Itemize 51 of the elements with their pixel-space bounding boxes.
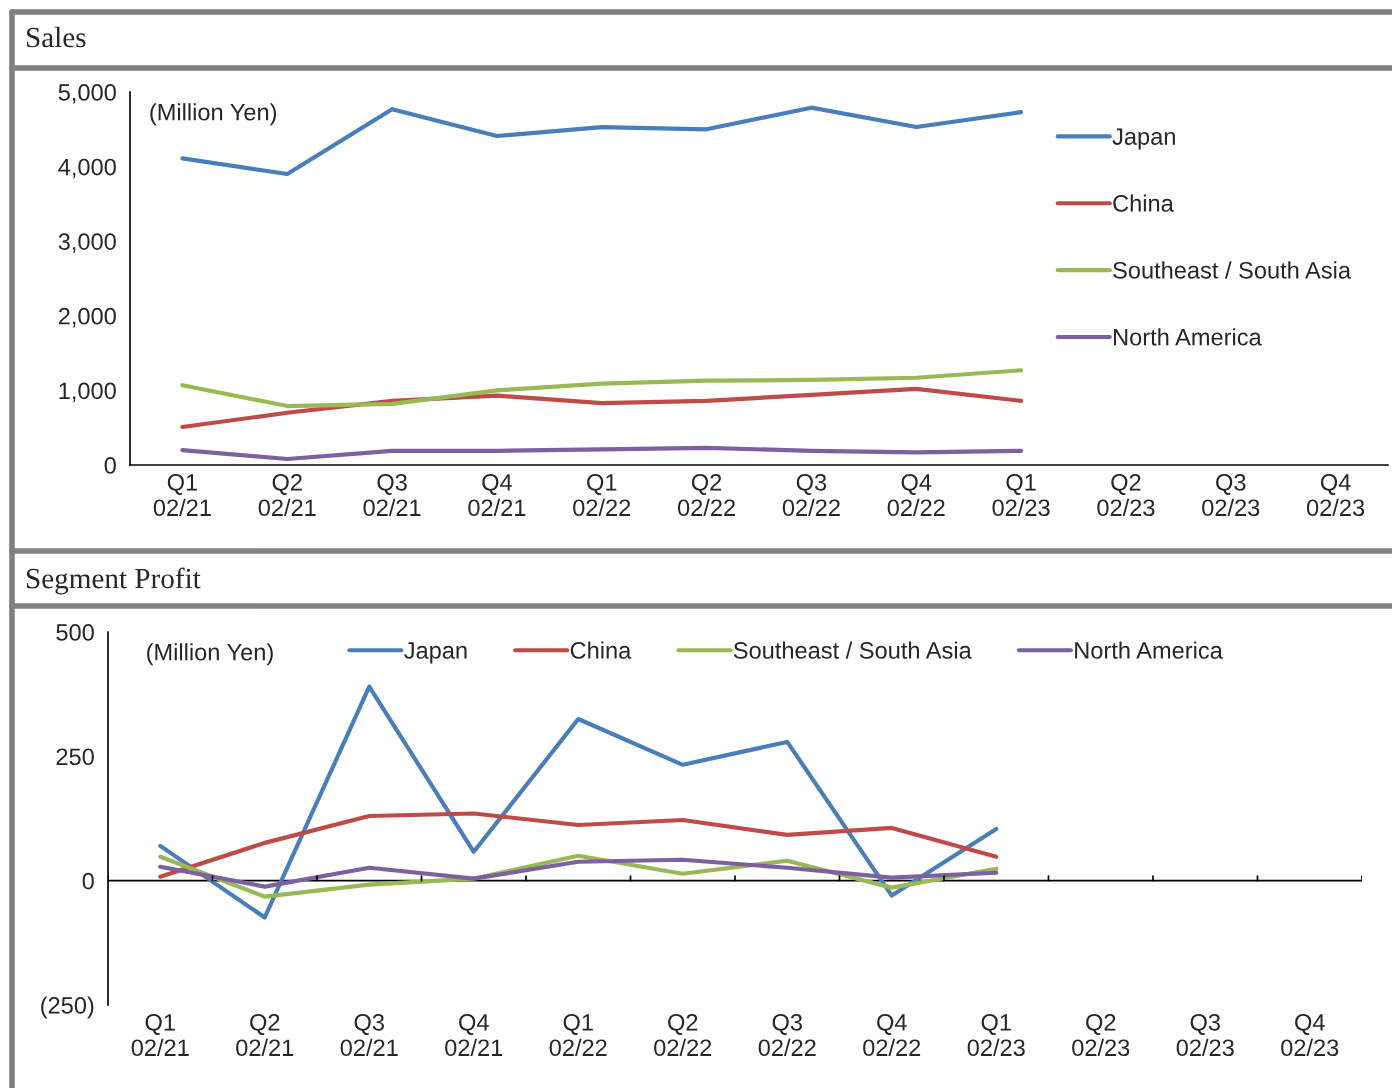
x-tick-label: Q3 02/21 xyxy=(340,1013,398,1057)
x-tick-label: Q1 02/22 xyxy=(549,1013,607,1057)
annotation: (Million Yen) xyxy=(147,643,273,666)
x-tick-label: Q2 02/21 xyxy=(258,473,316,517)
line-series xyxy=(158,857,999,889)
x-tick-label: Q3 02/23 xyxy=(1176,1013,1234,1057)
y-tick-label: 1,000 xyxy=(59,382,116,402)
legend-label: Southeast / South Asia xyxy=(1113,261,1351,279)
y-tick-label: 2,000 xyxy=(58,307,116,328)
y-tick-label: (250) xyxy=(41,996,94,1019)
legend-label: Japan xyxy=(1112,128,1175,150)
x-tick-label: Q1 02/23 xyxy=(967,1013,1025,1057)
y-tick-label: 0 xyxy=(104,457,116,474)
y-tick-label: 5,000 xyxy=(58,84,116,104)
legend-label: China xyxy=(1113,194,1174,212)
y-tick-label: 0 xyxy=(82,872,94,890)
line-series xyxy=(180,368,1024,409)
x-tick-label: Q4 02/21 xyxy=(468,473,526,517)
x-tick-label: Q4 02/21 xyxy=(445,1013,503,1057)
x-tick-label: Q2 02/22 xyxy=(654,1013,712,1057)
x-tick-label: Q4 02/23 xyxy=(1281,1013,1339,1057)
x-tick-label: Q4 02/22 xyxy=(887,473,945,517)
x-tick-label: Q2 02/23 xyxy=(1072,1013,1130,1057)
legend-label: Japan xyxy=(404,642,467,664)
y-tick-label: 3,000 xyxy=(58,233,116,253)
y-tick-label: 250 xyxy=(56,748,94,766)
x-tick-label: Q2 02/21 xyxy=(236,1013,294,1057)
chart-title: Sales xyxy=(26,26,86,48)
legend-label: Southeast / South Asia xyxy=(733,641,972,659)
line-series xyxy=(158,811,999,879)
x-tick-label: Q1 02/22 xyxy=(573,473,631,517)
x-tick-label: Q1 02/21 xyxy=(153,473,211,517)
annotation: (Million Yen) xyxy=(150,103,277,126)
x-tick-label: Q1 02/21 xyxy=(131,1013,189,1057)
x-tick-label: Q3 02/21 xyxy=(363,473,421,517)
x-tick-label: Q4 02/22 xyxy=(863,1013,921,1057)
legend-label: North America xyxy=(1114,328,1262,346)
line-series xyxy=(180,445,1024,462)
line-series xyxy=(158,684,999,920)
x-tick-label: Q3 02/22 xyxy=(782,473,840,517)
x-tick-label: Q4 02/23 xyxy=(1306,473,1365,517)
legend-label: North America xyxy=(1075,641,1223,659)
x-tick-label: Q2 02/23 xyxy=(1097,473,1155,517)
chart-title: Segment Profit xyxy=(26,567,201,595)
y-tick-label: 500 xyxy=(56,624,94,641)
x-tick-label: Q2 02/22 xyxy=(677,473,735,517)
legend-label: China xyxy=(570,641,632,659)
x-tick-label: Q3 02/22 xyxy=(758,1013,816,1057)
x-tick-label: Q3 02/23 xyxy=(1202,473,1260,517)
y-tick-label: 4,000 xyxy=(58,158,116,179)
x-tick-label: Q1 02/23 xyxy=(992,473,1050,517)
